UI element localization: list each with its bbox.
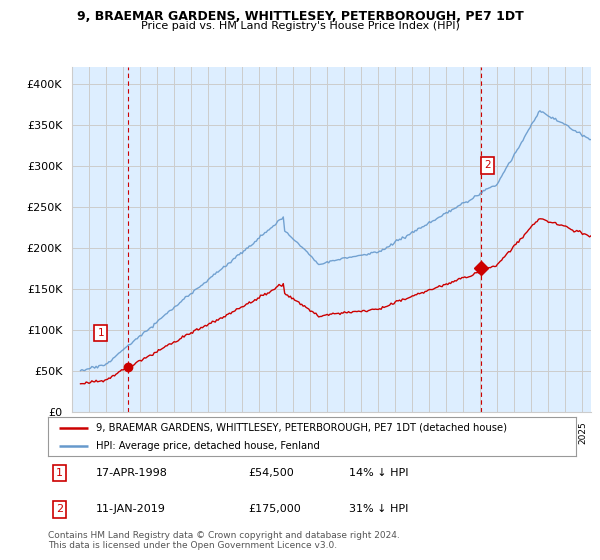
Text: 11-JAN-2019: 11-JAN-2019 bbox=[95, 505, 166, 515]
Text: Contains HM Land Registry data © Crown copyright and database right 2024.
This d: Contains HM Land Registry data © Crown c… bbox=[48, 531, 400, 550]
Text: 17-APR-1998: 17-APR-1998 bbox=[95, 468, 167, 478]
Text: 31% ↓ HPI: 31% ↓ HPI bbox=[349, 505, 409, 515]
Text: 1: 1 bbox=[97, 328, 104, 338]
Text: £175,000: £175,000 bbox=[248, 505, 301, 515]
Text: 9, BRAEMAR GARDENS, WHITTLESEY, PETERBOROUGH, PE7 1DT: 9, BRAEMAR GARDENS, WHITTLESEY, PETERBOR… bbox=[77, 10, 523, 23]
Text: HPI: Average price, detached house, Fenland: HPI: Average price, detached house, Fenl… bbox=[95, 441, 319, 451]
Text: 1: 1 bbox=[56, 468, 63, 478]
Text: 14% ↓ HPI: 14% ↓ HPI bbox=[349, 468, 409, 478]
Text: 2: 2 bbox=[484, 161, 491, 170]
Text: Price paid vs. HM Land Registry's House Price Index (HPI): Price paid vs. HM Land Registry's House … bbox=[140, 21, 460, 31]
Text: £54,500: £54,500 bbox=[248, 468, 295, 478]
Text: 2: 2 bbox=[56, 505, 63, 515]
Text: 9, BRAEMAR GARDENS, WHITTLESEY, PETERBOROUGH, PE7 1DT (detached house): 9, BRAEMAR GARDENS, WHITTLESEY, PETERBOR… bbox=[95, 423, 506, 433]
